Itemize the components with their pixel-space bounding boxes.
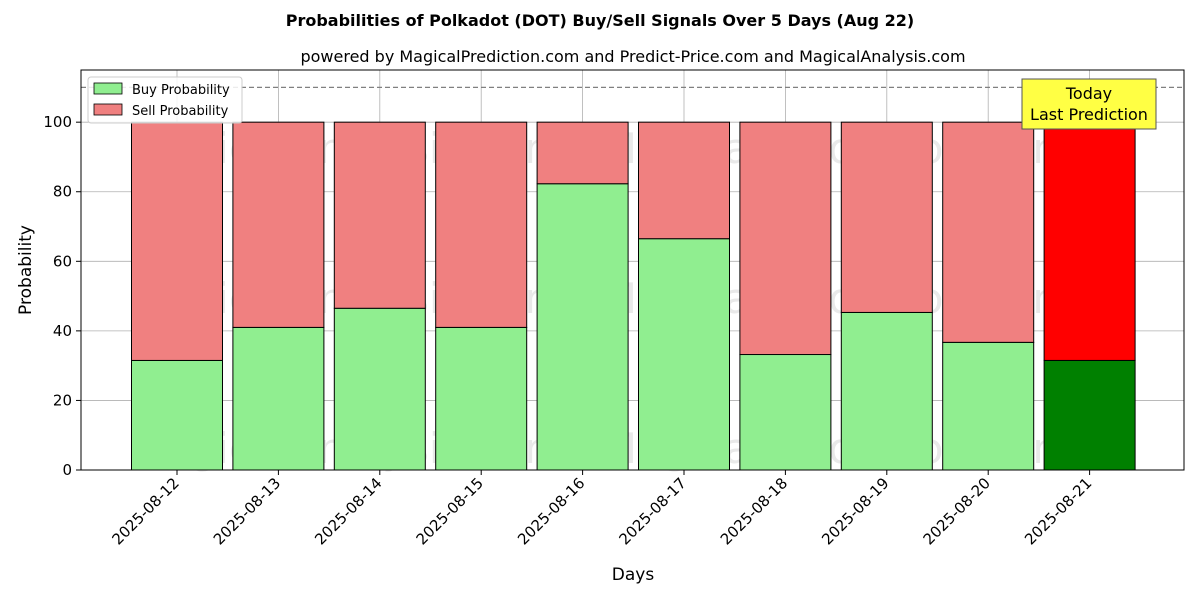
y-tick-label: 20 <box>53 391 72 409</box>
legend-sell-label: Sell Probability <box>132 104 229 119</box>
chart-subtitle: powered by MagicalPrediction.com and Pre… <box>300 47 965 66</box>
x-tick-label: 2025-08-16 <box>514 474 588 548</box>
legend-buy-swatch <box>93 82 123 95</box>
bar-buy-2025-08-14 <box>333 307 426 471</box>
bar-buy-2025-08-13 <box>232 326 325 471</box>
y-axis-label: Probability <box>16 225 36 315</box>
y-tick-label: 0 <box>62 461 72 479</box>
bar-buy-2025-08-12 <box>131 359 223 471</box>
y-tick-label: 40 <box>53 322 72 340</box>
plot-frame <box>80 69 1185 471</box>
annotation-line-2: Last Prediction <box>1030 105 1148 124</box>
legend-sell-swatch <box>93 103 123 116</box>
y-tick-label: 100 <box>43 113 72 131</box>
x-axis-label: Days <box>612 565 655 585</box>
x-tick-label: 2025-08-17 <box>615 474 689 548</box>
bar-buy-2025-08-15 <box>435 326 528 471</box>
legend-buy-label: Buy Probability <box>132 83 230 98</box>
x-tick-label: 2025-08-15 <box>413 474 487 548</box>
y-tick-label: 80 <box>53 183 72 201</box>
annotation-box <box>1021 78 1157 130</box>
bars <box>131 121 1136 471</box>
x-tick-label: 2025-08-12 <box>108 474 182 548</box>
bar-sell-2025-08-16 <box>536 121 629 185</box>
bar-sell-2025-08-21 <box>1043 121 1136 361</box>
bar-buy-2025-08-18 <box>739 354 832 471</box>
x-tick-label: 2025-08-19 <box>818 474 892 548</box>
bar-sell-2025-08-13 <box>232 121 325 328</box>
legend: Buy Probability Sell Probability <box>87 76 243 124</box>
bar-buy-2025-08-21 <box>1043 359 1136 471</box>
x-tick-label: 2025-08-13 <box>210 474 284 548</box>
bar-sell-2025-08-14 <box>333 121 426 309</box>
bar-sell-2025-08-17 <box>638 121 730 240</box>
bar-buy-2025-08-19 <box>840 311 933 471</box>
bar-sell-2025-08-20 <box>942 121 1035 343</box>
y-axis: 0 20 40 60 80 100 <box>43 113 81 479</box>
bar-buy-2025-08-16 <box>536 183 629 471</box>
y-tick-label: 60 <box>53 252 72 270</box>
annotation-line-1: Today <box>1065 84 1112 103</box>
bar-buy-2025-08-20 <box>942 341 1035 471</box>
bar-buy-2025-08-17 <box>638 238 730 471</box>
bar-sell-2025-08-15 <box>435 121 528 328</box>
x-axis: 2025-08-12 2025-08-13 2025-08-14 2025-08-15… <box>108 470 1095 548</box>
bar-sell-2025-08-19 <box>840 121 933 313</box>
x-tick-label: 2025-08-14 <box>311 474 385 548</box>
today-annotation: Today Last Prediction <box>1021 78 1157 130</box>
legend-box <box>87 76 243 124</box>
x-tick-label: 2025-08-18 <box>717 474 791 548</box>
chart-title: Probabilities of Polkadot (DOT) Buy/Sell… <box>286 11 915 30</box>
bar-sell-2025-08-18 <box>739 121 832 356</box>
bar-sell-2025-08-12 <box>131 121 223 361</box>
x-tick-label: 2025-08-20 <box>920 474 994 548</box>
x-tick-label: 2025-08-21 <box>1021 474 1095 548</box>
